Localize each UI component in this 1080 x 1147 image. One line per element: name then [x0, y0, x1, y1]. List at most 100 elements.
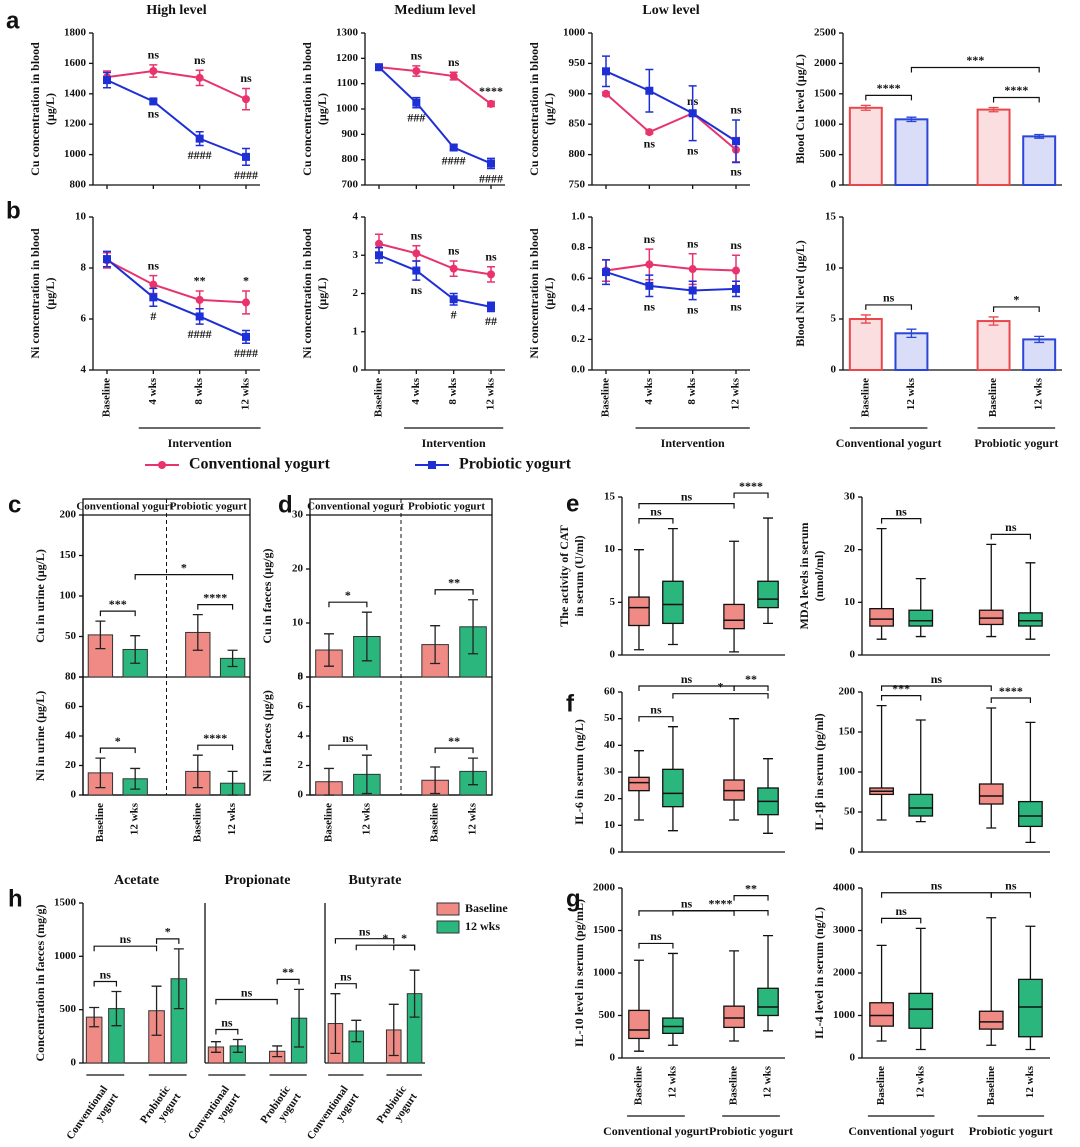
y-axis-label: Cu in urine (μg/L)	[33, 549, 47, 643]
legend-marker	[158, 461, 166, 469]
box	[628, 596, 650, 627]
significance-label: ns	[485, 249, 497, 263]
y-axis-label: (μg/L)	[43, 277, 57, 309]
y-tick-label: 1000	[54, 950, 77, 962]
significance-label: ****	[877, 81, 901, 95]
box	[869, 1002, 894, 1027]
y-axis-label: Cu concentration in blood	[527, 42, 541, 176]
y-tick-label: 800	[569, 148, 586, 160]
significance-bracket	[334, 938, 395, 944]
y-tick-label: 0	[71, 671, 77, 683]
significance-label: ****	[203, 731, 227, 745]
y-tick-label: 8	[81, 262, 87, 274]
significance-label: ns	[148, 258, 160, 272]
error-bar	[330, 993, 341, 1055]
group-label: Intervention	[168, 436, 232, 450]
significance-label: ns	[240, 71, 252, 85]
legend-swatch	[436, 902, 460, 916]
point	[242, 298, 250, 307]
y-axis-label: Blood Cu level (μg/L)	[793, 54, 807, 164]
significance-label: ns	[1005, 520, 1017, 534]
y-axis-label: (μg/L)	[542, 277, 556, 309]
box	[723, 1005, 745, 1029]
y-tick-label: 10	[75, 211, 87, 223]
point	[242, 95, 250, 104]
significance-bracket	[992, 306, 1040, 312]
y-tick-label: 750	[569, 179, 586, 191]
error-bar	[1034, 335, 1045, 344]
y-tick-label: 2	[298, 759, 304, 771]
y-tick-label: 1100	[337, 77, 359, 89]
x-tick-label: 4 wks	[147, 377, 159, 404]
y-tick-label: 6	[81, 313, 87, 325]
significance-label: **	[448, 734, 460, 748]
significance-label: ns	[342, 731, 354, 745]
point	[688, 286, 697, 295]
group-label: Probiotic yogurt	[709, 1124, 793, 1138]
point	[602, 67, 610, 76]
y-tick-label: 40	[604, 739, 616, 751]
significance-label: ns	[644, 232, 656, 246]
significance-bracket	[638, 910, 735, 916]
y-tick-label: 4	[298, 730, 304, 742]
y-tick-label: 0	[298, 789, 304, 801]
significance-label: ns	[340, 969, 352, 983]
significance-label: ns	[730, 165, 742, 179]
x-tick-label: Baseline	[600, 378, 612, 417]
group-label: Probioticyogurt	[138, 1083, 183, 1133]
significance-label: ns	[730, 299, 742, 313]
significance-label: ns	[681, 897, 693, 911]
y-tick-label: 5	[610, 596, 616, 608]
header-label: Probiotic yogurt	[408, 501, 485, 513]
y-axis-label: Ni concentration in blood	[300, 228, 314, 359]
whisker	[763, 934, 774, 1032]
box	[908, 992, 934, 1029]
error-bar	[232, 1038, 243, 1053]
box	[662, 580, 684, 625]
error-bar	[860, 104, 871, 111]
x-tick-label: 12 wks	[1024, 1065, 1036, 1098]
y-tick-label: 1	[353, 325, 359, 337]
y-tick-label: 2000	[833, 967, 856, 979]
x-tick-label: 12 wks	[762, 1065, 774, 1098]
y-tick-label: 10	[604, 819, 616, 831]
error-bar	[227, 649, 238, 668]
y-axis-label: IL-6 in serum (ng/L)	[572, 719, 586, 825]
y-tick-label: 20	[604, 792, 616, 804]
y-tick-label: 900	[569, 87, 586, 99]
significance-label: ns	[194, 53, 206, 67]
significance-label: ns	[100, 967, 112, 981]
box	[978, 783, 1004, 805]
point	[195, 73, 204, 82]
y-tick-label: 500	[60, 1003, 77, 1015]
error-bar	[361, 611, 372, 662]
significance-label: ****	[1004, 83, 1028, 97]
header-label: Conventional yogurt	[307, 501, 404, 513]
x-tick-label: 12 wks	[485, 377, 497, 410]
y-tick-label: 1000	[814, 118, 837, 130]
y-tick-label: 1000	[833, 1009, 856, 1021]
significance-bracket	[638, 942, 674, 949]
error-bar	[111, 990, 122, 1027]
y-tick-label: 0	[610, 1052, 616, 1064]
y-tick-label: 0.0	[571, 364, 585, 376]
significance-bracket	[99, 610, 136, 617]
box	[723, 603, 745, 630]
point	[375, 63, 383, 72]
y-axis-label: IL-4 level in serum (ng/L)	[812, 907, 826, 1039]
legend-swatch	[436, 920, 460, 934]
point	[449, 295, 458, 304]
error-bar	[906, 116, 917, 123]
point	[195, 295, 204, 304]
error-bar	[468, 757, 479, 786]
legend-label: Baseline	[465, 901, 508, 915]
significance-bracket	[880, 892, 992, 898]
significance-label: ns	[730, 103, 742, 117]
significance-label: ####	[188, 148, 212, 162]
group-label: Conventional yogurt	[603, 1124, 709, 1138]
y-tick-label: 0.2	[571, 333, 585, 345]
point	[375, 239, 383, 248]
y-tick-label: 80	[65, 671, 77, 683]
significance-bracket	[880, 518, 922, 524]
legend-label: Conventional yogurt	[189, 456, 331, 473]
